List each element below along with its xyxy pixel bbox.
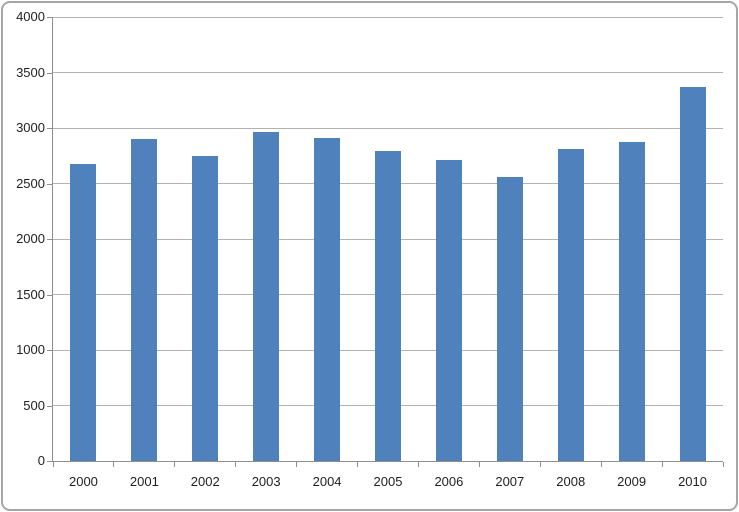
y-tick-label: 0 xyxy=(37,453,45,468)
y-axis-tick xyxy=(47,461,52,462)
y-tick-label: 2000 xyxy=(16,231,45,246)
bar xyxy=(70,163,97,461)
x-axis-tick xyxy=(174,462,176,467)
y-tick-label: 3500 xyxy=(16,64,45,80)
x-axis-tick xyxy=(600,462,602,467)
bar xyxy=(618,142,645,461)
y-axis-tick xyxy=(47,17,52,18)
x-axis-tick xyxy=(417,462,419,467)
gridline xyxy=(53,16,723,18)
y-axis-tick xyxy=(47,350,52,351)
x-tick-label: 2007 xyxy=(495,474,525,489)
x-axis-tick xyxy=(539,462,541,467)
x-axis-tick xyxy=(113,462,115,467)
y-axis-tick xyxy=(47,239,52,240)
y-axis-tick xyxy=(47,405,52,407)
y-tick-label: 1000 xyxy=(16,342,45,357)
y-tick-label: 4000 xyxy=(16,9,45,24)
bar xyxy=(131,139,158,461)
x-axis-tick xyxy=(661,462,663,467)
x-tick-label: 2009 xyxy=(617,474,647,489)
y-tick-label: 3000 xyxy=(16,120,45,135)
x-axis-line xyxy=(52,461,723,462)
bar xyxy=(679,86,706,461)
y-tick-label: 2500 xyxy=(16,175,45,191)
gridline xyxy=(53,72,723,73)
y-tick-label: 500 xyxy=(23,397,45,413)
bar xyxy=(314,137,341,461)
bar xyxy=(192,155,219,461)
y-axis-tick xyxy=(47,72,52,74)
y-axis-tick xyxy=(47,128,52,129)
x-tick-label: 2001 xyxy=(129,474,159,489)
bar xyxy=(253,132,280,461)
bar xyxy=(375,151,401,461)
y-axis-tick xyxy=(47,294,52,296)
x-axis-tick xyxy=(235,462,237,467)
x-tick-label: 2010 xyxy=(678,474,707,489)
x-axis-tick xyxy=(357,462,359,467)
x-axis-tick xyxy=(478,462,480,467)
x-tick-label: 2004 xyxy=(312,474,342,489)
x-tick-label: 2005 xyxy=(373,474,403,489)
bar xyxy=(435,160,462,461)
bar xyxy=(496,176,523,461)
x-tick-label: 2006 xyxy=(434,474,464,489)
gridline xyxy=(53,127,723,129)
x-tick-label: 2000 xyxy=(68,474,98,489)
x-tick-label: 2003 xyxy=(251,474,281,489)
x-tick-label: 2008 xyxy=(556,474,586,489)
y-axis-tick xyxy=(47,183,52,185)
x-tick-label: 2002 xyxy=(190,474,220,489)
y-axis-line xyxy=(52,17,53,462)
x-axis-tick xyxy=(296,462,298,467)
x-axis-tick xyxy=(52,462,54,467)
bar xyxy=(557,149,584,461)
y-tick-label: 1500 xyxy=(16,286,45,302)
x-axis-tick xyxy=(722,462,724,467)
